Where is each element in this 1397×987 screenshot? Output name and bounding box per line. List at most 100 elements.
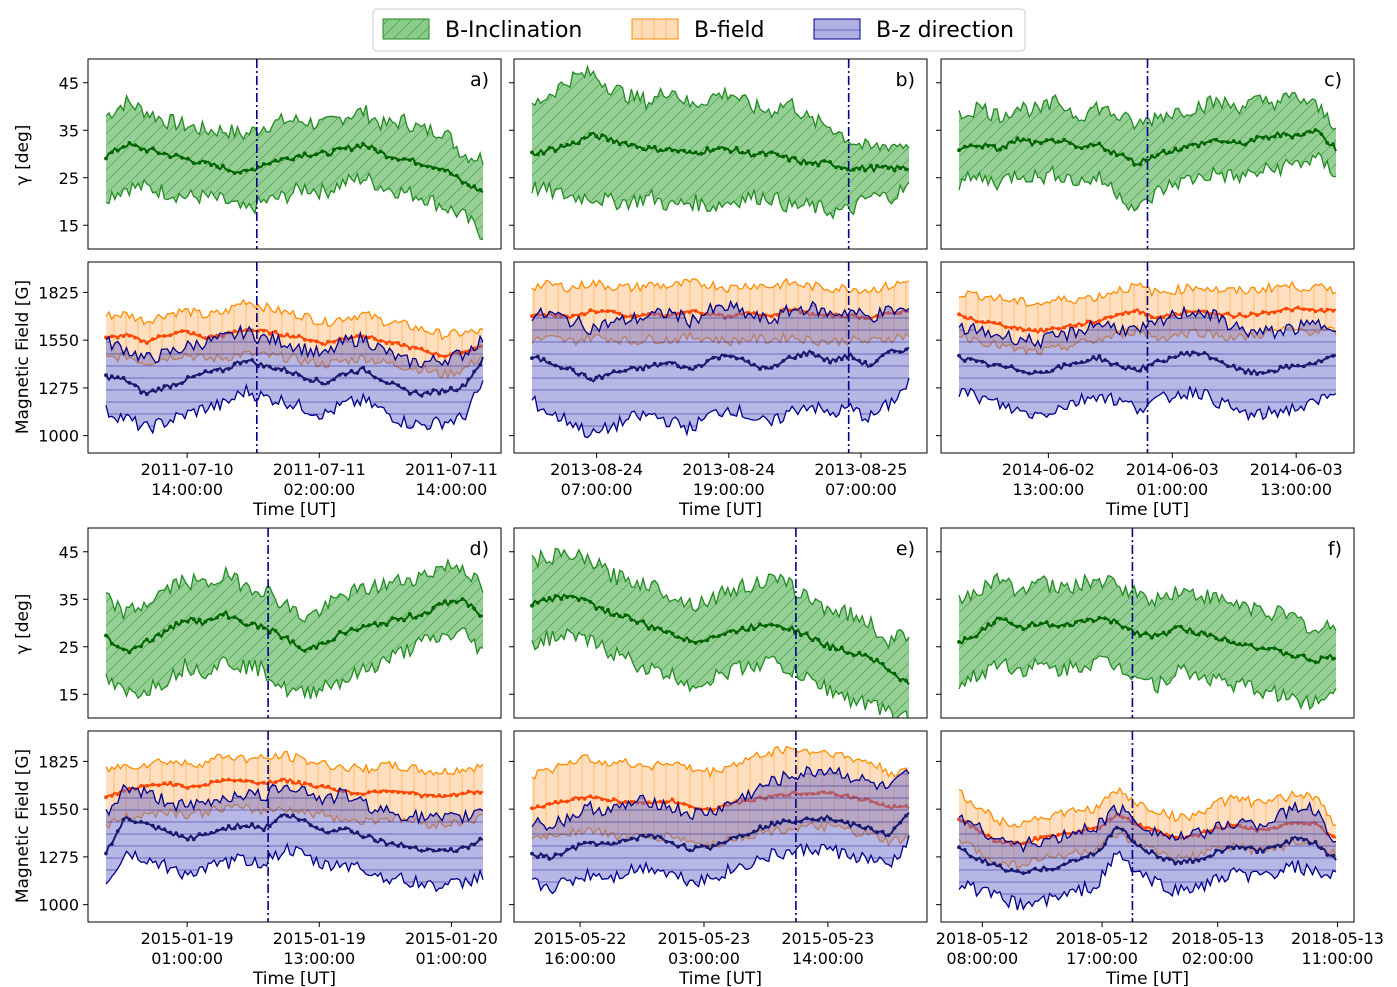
b-z-mean-point [1313,361,1318,366]
b-z-mean-point [449,847,453,851]
inclination-mean-point [834,647,838,652]
b-z-mean-point [443,389,447,394]
inclination-mean-point [617,614,622,619]
b-z-mean-point [121,817,126,822]
b-z-mean-point [1150,849,1154,854]
x-tick-label-time: 07:00:00 [561,480,633,499]
inclination-mean-point [682,148,686,153]
inclination-mean-point [226,168,231,173]
inclination-mean-point [1196,144,1201,149]
b-z-mean-point [1109,363,1113,367]
b-field-mean-point [419,346,424,351]
inclination-mean-point [1231,139,1236,143]
b-field-mean-point [769,314,774,319]
b-z-mean-point [396,383,401,388]
inclination-mean-point [957,640,961,644]
inclination-mean-point [968,143,973,148]
b-z-mean-point [1302,364,1306,369]
inclination-plot-area [530,547,910,718]
inclination-mean-point [1062,623,1067,628]
b-field-mean-point [396,790,401,795]
b-z-mean-point [606,372,610,377]
b-field-mean-point [221,778,225,782]
inclination-mean-point [1331,656,1335,661]
b-field-mean-point [326,339,330,344]
inclination-mean-point [133,143,138,148]
b-z-mean-point [723,840,727,845]
b-z-mean-point [273,367,278,372]
inclination-mean-point [308,646,313,651]
b-z-mean-point [752,829,756,834]
b-z-mean-point [232,361,237,366]
x-tick-label-date: 2015-05-22 [534,929,627,948]
inclination-mean-point [1190,630,1195,635]
inclination-mean-point [267,161,272,166]
inclination-mean-point [384,155,389,160]
b-z-mean-point [553,852,558,857]
b-field-mean-point [670,797,675,802]
inclination-mean-point [314,152,319,157]
b-field-mean-point [682,802,686,806]
inclination-mean-point [1214,636,1219,641]
inclination-mean-point [191,161,196,166]
b-z-mean-point [711,355,716,360]
b-z-mean-point [1021,871,1026,876]
b-z-mean-point [875,830,879,834]
b-field-mean-point [1138,311,1143,315]
b-field-mean-point [460,791,465,796]
b-z-mean-point [670,840,675,845]
b-field-mean-point [1150,827,1154,832]
inclination-mean-point [180,619,184,624]
inclination-mean-point [431,605,436,610]
b-z-mean-point [1074,361,1078,365]
inclination-mean-point [1237,140,1242,145]
inclination-mean-point [1249,137,1254,142]
b-z-mean-point [145,821,149,826]
inclination-mean-point [1272,646,1277,651]
y-tick-label: 1550 [38,331,79,350]
b-field-mean-point [699,311,704,316]
inclination-mean-point [693,641,698,645]
inclination-mean-point [1226,639,1230,643]
b-z-lower-line [105,842,484,893]
b-field-mean-point [1284,306,1289,311]
inclination-mean-point [221,163,225,168]
b-z-mean-point [203,832,208,836]
inclination-mean-point [886,166,891,171]
inclination-mean-point [734,630,739,635]
inclination-mean-point [425,611,430,616]
b-z-mean-point [1103,358,1107,362]
inclination-mean-point [810,162,815,166]
b-z-mean-point [168,385,173,390]
b-z-band-hatch [959,307,1336,420]
inclination-mean-point [261,162,266,166]
b-z-mean-point [904,813,908,818]
x-tick-label-date: 2013-08-24 [550,460,643,479]
inclination-mean-point [203,160,208,165]
inclination-mean-point [998,616,1002,621]
inclination-mean-point [162,151,167,156]
b-z-mean-point [1062,862,1067,867]
b-z-mean-point [314,825,319,830]
b-field-mean-point [150,782,155,787]
b-z-mean-line [531,346,910,383]
b-z-band-hatch [106,326,483,433]
b-z-band-hatch [532,301,909,438]
inclination-mean-point [408,158,412,163]
b-z-mean-point [109,374,114,379]
inclination-band-hatch [532,66,909,219]
inclination-mean-point [535,152,540,157]
b-z-mean-point [373,375,377,380]
inclination-mean-point [1062,137,1067,142]
b-z-mean-point [535,354,540,359]
b-field-mean-point [530,806,534,811]
b-field-mean-point [150,337,155,341]
b-z-mean-point [565,847,569,852]
inclination-mean-point [419,163,424,168]
b-z-mean-point [291,813,295,818]
x-tick-label-time: 19:00:00 [693,480,765,499]
inclination-mean-point [1243,642,1248,646]
inclination-mean-point [1015,136,1020,141]
b-z-mean-point [547,857,552,861]
inclination-mean-point [150,638,155,643]
